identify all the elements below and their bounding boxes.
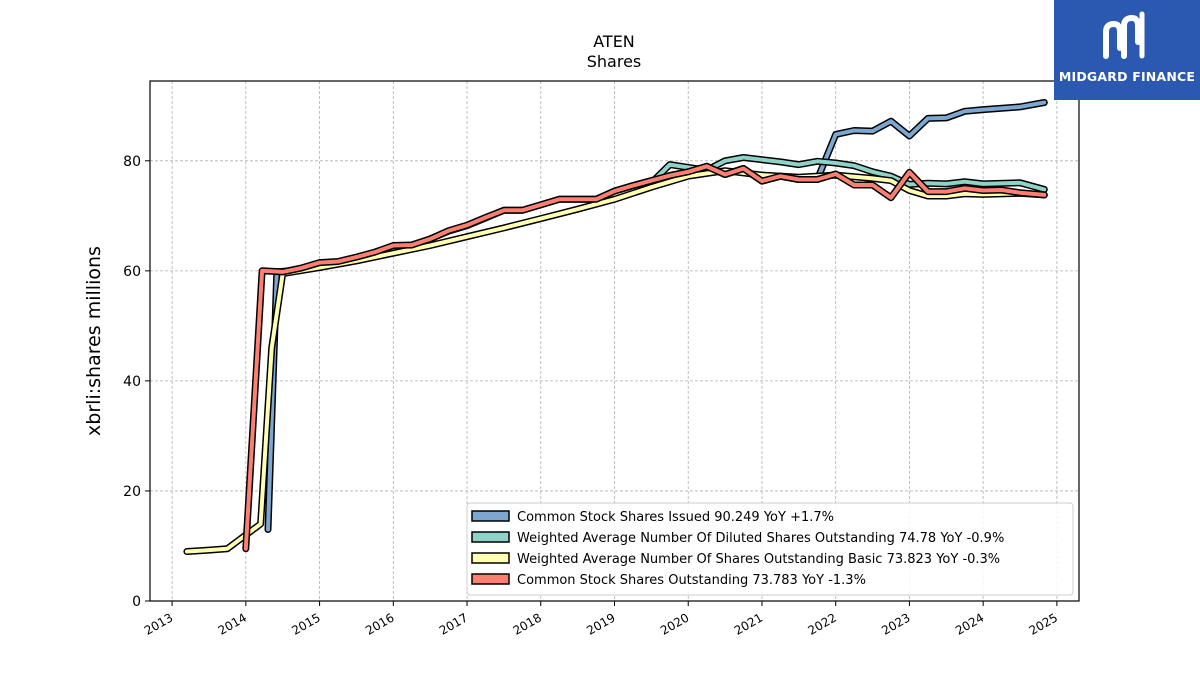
y-tick-label: 0 xyxy=(132,594,141,610)
gridlines xyxy=(150,81,1079,602)
brand-name: MIDGARD FINANCE xyxy=(1058,69,1196,84)
chart-title: ATEN xyxy=(593,32,635,51)
series-line-3 xyxy=(184,168,1047,554)
y-tick-label: 80 xyxy=(123,154,141,170)
y-tick-label: 60 xyxy=(123,264,141,280)
brand-mark-icon xyxy=(1103,11,1145,59)
legend-label: Weighted Average Number Of Diluted Share… xyxy=(517,531,1004,546)
y-axis-ticks: 0 20 40 60 80 xyxy=(123,154,150,610)
y-axis-label: xbrli:shares millions xyxy=(83,246,105,436)
y-tick-label: 20 xyxy=(123,484,141,500)
legend-label: Common Stock Shares Outstanding 73.783 Y… xyxy=(517,573,866,588)
brand-logo: MIDGARD FINANCE xyxy=(1054,0,1200,100)
legend-label: Common Stock Shares Issued 90.249 YoY +1… xyxy=(517,510,834,525)
legend-box xyxy=(466,502,1074,596)
legend-label: Weighted Average Number Of Shares Outsta… xyxy=(517,552,1000,567)
y-tick-label: 40 xyxy=(123,374,141,390)
legend-swatch xyxy=(471,573,510,585)
legend: Common Stock Shares Issued 90.249 YoY +1… xyxy=(466,502,1074,596)
legend-swatch xyxy=(471,510,510,522)
legend-swatch xyxy=(471,552,510,564)
legend-swatch xyxy=(471,531,510,543)
series-lines xyxy=(183,99,1048,555)
series-line-4 xyxy=(243,164,1047,551)
chart-subtitle: Shares xyxy=(587,52,642,71)
